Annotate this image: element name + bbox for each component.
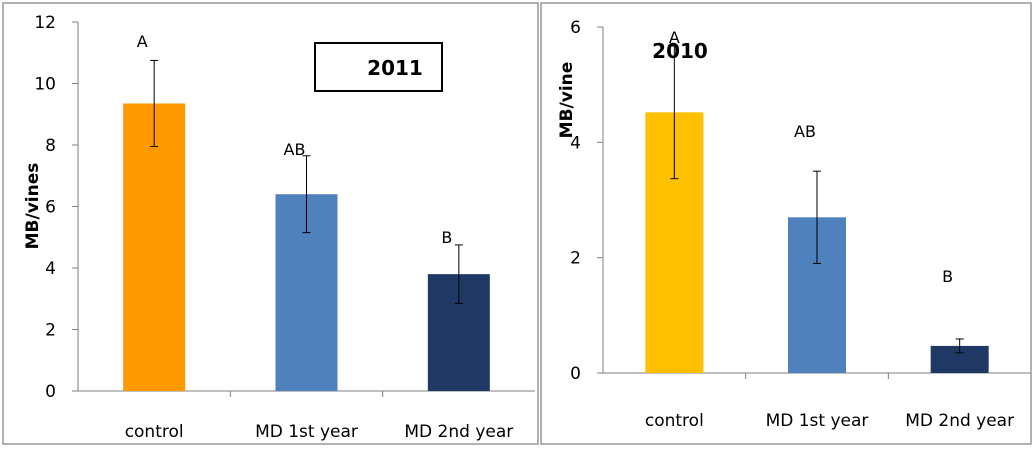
significance-label: A (137, 32, 148, 51)
y-axis-label: MB/vines (23, 163, 43, 250)
y-tick-label: 6 (45, 198, 56, 218)
x-tick-label: MD 2nd year (404, 422, 513, 442)
y-tick-label: 0 (570, 364, 581, 384)
chart-title: 2010 (652, 39, 708, 63)
title-box (314, 42, 443, 92)
x-tick-label: control (645, 411, 704, 431)
significance-label: AB (794, 122, 816, 141)
y-tick-label: 2 (570, 249, 581, 269)
bar-control (123, 103, 186, 392)
y-axis-label: MB/vine (557, 62, 577, 139)
significance-label: B (441, 228, 452, 247)
y-tick-label: 4 (45, 259, 56, 279)
significance-label: AB (284, 140, 306, 159)
y-tick-label: 2 (45, 321, 56, 341)
significance-label: A (669, 28, 680, 47)
x-tick-label: MD 1st year (766, 411, 869, 431)
x-tick-label: MD 1st year (255, 422, 358, 442)
y-tick-label: 12 (34, 13, 56, 33)
y-tick-label: 10 (34, 75, 56, 95)
y-tick-label: 0 (45, 382, 56, 402)
chart-title: 2011 (367, 56, 423, 80)
x-tick-label: MD 2nd year (905, 411, 1014, 431)
x-tick-label: control (125, 422, 184, 442)
panel-border (540, 2, 1032, 445)
y-tick-label: 6 (570, 18, 581, 38)
significance-label: B (942, 267, 953, 286)
y-tick-label: 4 (570, 133, 581, 153)
y-tick-label: 8 (45, 136, 56, 156)
